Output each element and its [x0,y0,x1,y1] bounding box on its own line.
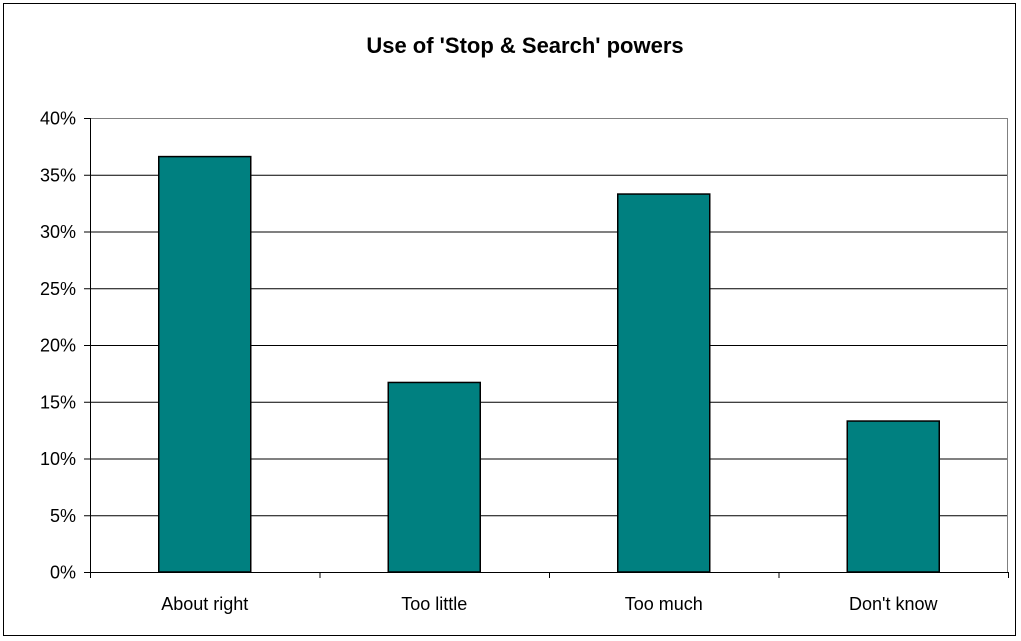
bar-about-right [158,155,252,573]
y-tick-label: 15% [40,392,76,412]
bar-don-t-know [846,420,940,573]
bar-too-much [617,193,711,573]
bar-too-little [387,381,481,573]
x-tick-label: Too little [401,594,467,614]
y-tick-label: 10% [40,449,76,469]
plot-area: 0% 5% 10% 15% 20% 25% 30% 35% 40% About right Too … [40,109,1009,614]
y-tick-label: 20% [40,336,76,356]
y-tick-label: 0% [50,563,76,583]
y-tick-label: 40% [40,109,76,129]
x-tick-label: About right [161,594,248,614]
x-tick-label: Too much [625,594,703,614]
y-tick-label: 35% [40,165,76,185]
y-tick-label: 25% [40,279,76,299]
chart-title: Use of 'Stop & Search' powers [366,33,683,58]
y-tick-label: 30% [40,222,76,242]
x-tick-label: Don't know [849,594,938,614]
y-tick-label: 5% [50,506,76,526]
